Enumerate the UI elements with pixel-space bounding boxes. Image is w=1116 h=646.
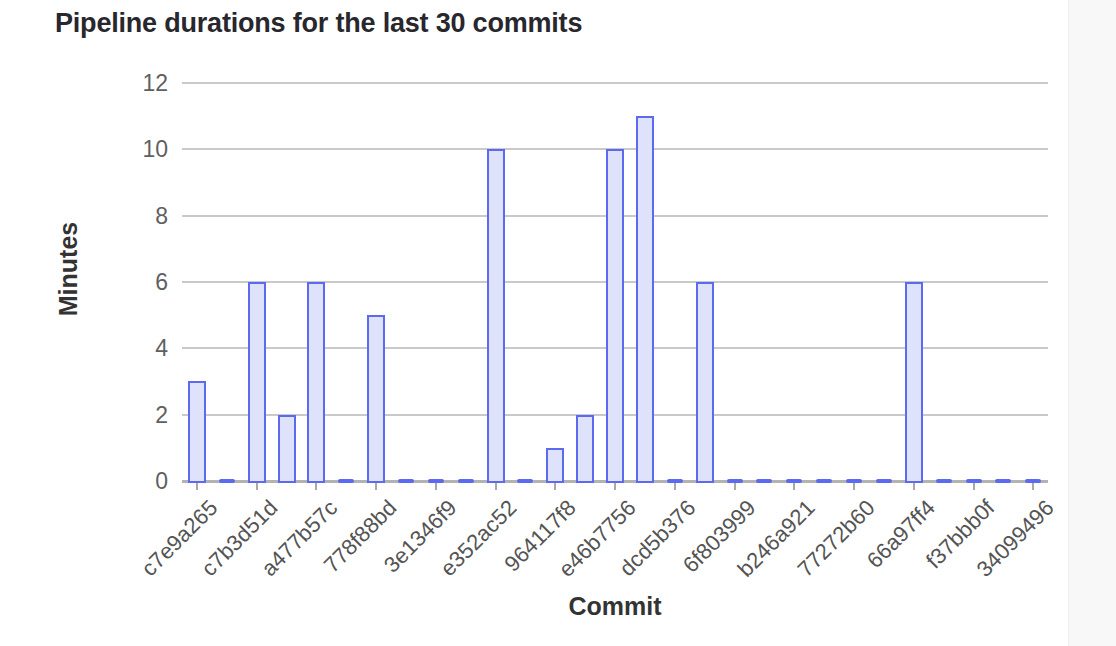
bar-66a97ff4[interactable] [905,282,923,484]
bar-commit-16[interactable] [636,116,654,483]
x-axis-title: Commit [182,592,1048,621]
bar-778f88bd[interactable] [367,315,385,483]
bar-commit-6[interactable] [338,479,354,483]
y-tick-label-8: 8 [98,203,168,229]
bar-c7b3d51d[interactable] [248,282,266,484]
bar-b246a921[interactable] [786,479,802,483]
bar-c7e9a265[interactable] [188,381,206,483]
bar-f37bbb0f[interactable] [966,479,982,483]
x-tick-mark [913,483,915,490]
y-tick-label-4: 4 [98,335,168,361]
x-tick-mark [196,483,198,490]
bar-a477b57c[interactable] [307,282,325,484]
y-tick-label-6: 6 [98,269,168,295]
bar-964117f8[interactable] [546,448,564,484]
y-tick-label-12: 12 [98,70,168,96]
x-tick-mark [375,483,377,490]
y-tick-label-2: 2 [98,402,168,428]
bar-commit-14[interactable] [576,415,594,484]
x-tick-mark [315,483,317,490]
bar-commit-10[interactable] [458,479,474,483]
bar-commit-26[interactable] [936,479,952,483]
x-tick-mark [793,483,795,490]
bar-commit-8[interactable] [398,479,414,483]
bar-e352ac52[interactable] [487,149,505,483]
bar-commit-2[interactable] [219,479,235,483]
bar-6f803999[interactable] [727,479,743,483]
x-tick-mark [734,483,736,490]
chart-title: Pipeline durations for the last 30 commi… [55,8,582,39]
pipeline-durations-chart-page: Pipeline durations for the last 30 commi… [0,0,1116,646]
y-tick-label-0: 0 [98,468,168,494]
bar-commit-22[interactable] [816,479,832,483]
bar-commit-12[interactable] [517,479,533,483]
x-tick-mark [435,483,437,490]
x-tick-mark [554,483,556,490]
x-tick-mark [495,483,497,490]
bar-3e1346f9[interactable] [428,479,444,483]
y-axis-title: Minutes [54,222,83,316]
bar-commit-28[interactable] [995,479,1011,483]
x-tick-mark [1032,483,1034,490]
x-tick-mark [973,483,975,490]
bar-commit-4[interactable] [278,415,296,484]
bar-34099496[interactable] [1025,479,1041,483]
x-tick-mark [256,483,258,490]
gridline-y12 [182,82,1048,84]
bar-dcd5b376[interactable] [667,479,683,483]
bar-commit-20[interactable] [756,479,772,483]
bar-commit-24[interactable] [876,479,892,483]
bar-77272b60[interactable] [846,479,862,483]
x-tick-mark [853,483,855,490]
x-tick-mark [614,483,616,490]
bar-e46b7756[interactable] [606,149,624,483]
x-tick-mark [674,483,676,490]
bar-commit-18[interactable] [696,282,714,484]
y-tick-label-10: 10 [98,136,168,162]
page-edge-strip [1068,0,1116,646]
